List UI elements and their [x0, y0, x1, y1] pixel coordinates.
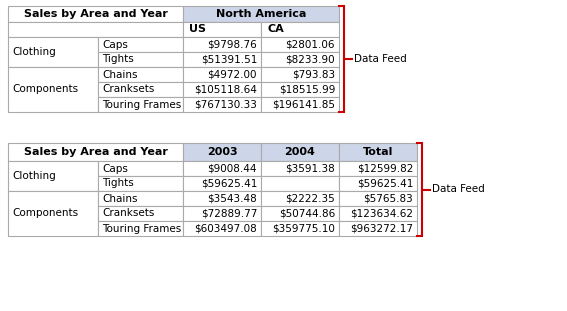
Text: $5765.83: $5765.83 [363, 193, 413, 203]
Text: Sales by Area and Year: Sales by Area and Year [24, 147, 167, 157]
Text: US: US [189, 25, 206, 35]
Bar [261, 206, 339, 221]
Bar [183, 97, 261, 112]
Text: $51391.51: $51391.51 [201, 54, 257, 64]
Text: $767130.33: $767130.33 [194, 100, 257, 109]
Bar [261, 37, 339, 52]
Bar [183, 22, 261, 37]
Text: $603497.08: $603497.08 [194, 224, 257, 234]
Bar [339, 143, 417, 161]
Bar [261, 191, 339, 206]
Bar [183, 82, 261, 97]
Bar [98, 37, 183, 52]
Text: $2222.35: $2222.35 [285, 193, 335, 203]
Bar [98, 52, 183, 67]
Bar [98, 82, 183, 97]
Bar [8, 143, 183, 161]
Bar [339, 161, 417, 176]
Text: Chains: Chains [102, 69, 138, 80]
Text: North America: North America [216, 9, 306, 19]
Bar [98, 176, 183, 191]
Bar [339, 191, 417, 206]
Text: $196141.85: $196141.85 [272, 100, 335, 109]
Text: $59625.41: $59625.41 [357, 179, 413, 188]
Text: $59625.41: $59625.41 [201, 179, 257, 188]
Bar [261, 52, 339, 67]
Bar [8, 37, 98, 67]
Text: Touring Frames: Touring Frames [102, 224, 181, 234]
Bar [261, 82, 339, 97]
Bar [261, 97, 339, 112]
Text: Chains: Chains [102, 193, 138, 203]
Bar [183, 161, 261, 176]
Text: Components: Components [12, 85, 78, 95]
Text: Total: Total [363, 147, 393, 157]
Bar [8, 67, 98, 112]
Bar [183, 67, 261, 82]
Bar [261, 176, 339, 191]
Text: Components: Components [12, 208, 78, 219]
Bar [98, 221, 183, 236]
Bar [261, 221, 339, 236]
Text: Clothing: Clothing [12, 171, 56, 181]
Text: Tights: Tights [102, 54, 134, 64]
Bar [8, 161, 98, 191]
Bar [339, 221, 417, 236]
Bar [183, 143, 261, 161]
Text: Sales by Area and Year: Sales by Area and Year [24, 9, 167, 19]
Text: $9008.44: $9008.44 [208, 164, 257, 174]
Text: Cranksets: Cranksets [102, 208, 154, 219]
Text: $105118.64: $105118.64 [194, 85, 257, 95]
Text: 2004: 2004 [285, 147, 315, 157]
Text: $9798.76: $9798.76 [208, 39, 257, 49]
Text: $963272.17: $963272.17 [350, 224, 413, 234]
Bar [339, 176, 417, 191]
Text: $123634.62: $123634.62 [350, 208, 413, 219]
Bar [183, 6, 339, 22]
Text: $3591.38: $3591.38 [285, 164, 335, 174]
Bar [98, 97, 183, 112]
Text: $72889.77: $72889.77 [201, 208, 257, 219]
Text: $4972.00: $4972.00 [208, 69, 257, 80]
Text: $50744.86: $50744.86 [279, 208, 335, 219]
Text: $793.83: $793.83 [292, 69, 335, 80]
Text: Caps: Caps [102, 39, 128, 49]
Text: Cranksets: Cranksets [102, 85, 154, 95]
Text: $8233.90: $8233.90 [285, 54, 335, 64]
Text: CA: CA [267, 25, 284, 35]
Bar [261, 67, 339, 82]
Text: Caps: Caps [102, 164, 128, 174]
Bar [183, 176, 261, 191]
Text: $359775.10: $359775.10 [272, 224, 335, 234]
Text: Touring Frames: Touring Frames [102, 100, 181, 109]
Bar [339, 206, 417, 221]
Text: 2003: 2003 [207, 147, 238, 157]
Bar [261, 161, 339, 176]
Bar [98, 191, 183, 206]
Bar [183, 37, 261, 52]
Bar [183, 52, 261, 67]
Text: $3543.48: $3543.48 [208, 193, 257, 203]
Text: $2801.06: $2801.06 [286, 39, 335, 49]
Bar [183, 206, 261, 221]
Text: $18515.99: $18515.99 [278, 85, 335, 95]
Bar [98, 206, 183, 221]
Text: Data Feed: Data Feed [432, 184, 485, 194]
Text: Tights: Tights [102, 179, 134, 188]
Text: Clothing: Clothing [12, 47, 56, 57]
Bar [183, 221, 261, 236]
Bar [8, 6, 183, 22]
Bar [98, 67, 183, 82]
Bar [8, 22, 183, 37]
Bar [8, 191, 98, 236]
Bar [261, 22, 339, 37]
Text: Data Feed: Data Feed [354, 54, 407, 64]
Text: $12599.82: $12599.82 [357, 164, 413, 174]
Bar [261, 143, 339, 161]
Bar [98, 161, 183, 176]
Bar [183, 191, 261, 206]
